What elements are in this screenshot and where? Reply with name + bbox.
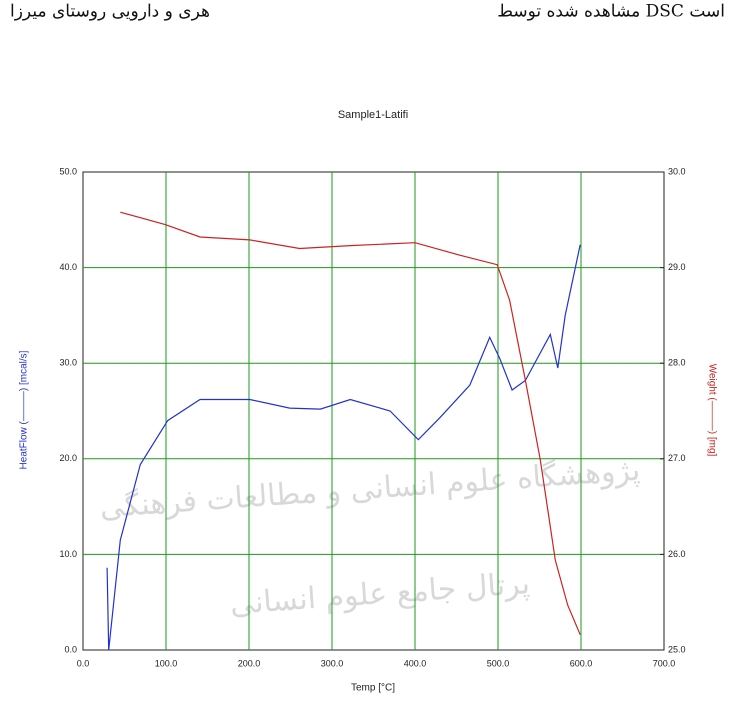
header-left: هری و دارویی روستای میرزا xyxy=(10,2,210,22)
y2-tick-label: 27.0 xyxy=(668,453,686,463)
series-line xyxy=(120,211,581,635)
y2-axis-label: Weight (———) [mg] xyxy=(706,364,717,457)
x-tick-label: 700.0 xyxy=(653,658,676,668)
x-tick-label: 300.0 xyxy=(321,658,344,668)
plot-frame xyxy=(82,171,665,651)
y2-tick-label: 28.0 xyxy=(668,358,686,368)
y-axis-label: HeatFlow (———) [mcal/s] xyxy=(19,350,30,469)
y2-tick-label: 25.0 xyxy=(668,644,686,654)
header-right: مشاهده شده توسط DSC است xyxy=(497,2,725,22)
watermark: پرتال جامع علوم انسانی xyxy=(229,566,531,622)
y2-tick-label: 30.0 xyxy=(668,166,686,176)
x-tick-label: 200.0 xyxy=(238,658,261,668)
y-tick-label: 50.0 xyxy=(59,166,77,176)
x-tick-label: 400.0 xyxy=(404,658,427,668)
y-tick-label: 20.0 xyxy=(59,453,77,463)
x-tick-label: 100.0 xyxy=(155,658,178,668)
chart-title: Sample1-Latifi xyxy=(338,109,408,121)
watermark: پژوهشگاه علوم انسانی و مطالعات فرهنگی xyxy=(99,453,642,526)
y-tick-label: 0.0 xyxy=(64,644,77,654)
x-tick-label: 500.0 xyxy=(487,658,510,668)
x-axis-label: Temp [°C] xyxy=(351,683,395,694)
series-line xyxy=(106,244,581,651)
y-tick-label: 40.0 xyxy=(59,262,77,272)
y-tick-label: 10.0 xyxy=(59,549,77,559)
x-tick-label: 600.0 xyxy=(570,658,593,668)
y-tick-label: 30.0 xyxy=(59,358,77,368)
x-tick-label: 0.0 xyxy=(77,658,90,668)
y2-tick-label: 29.0 xyxy=(668,262,686,272)
y2-tick-label: 26.0 xyxy=(668,549,686,559)
